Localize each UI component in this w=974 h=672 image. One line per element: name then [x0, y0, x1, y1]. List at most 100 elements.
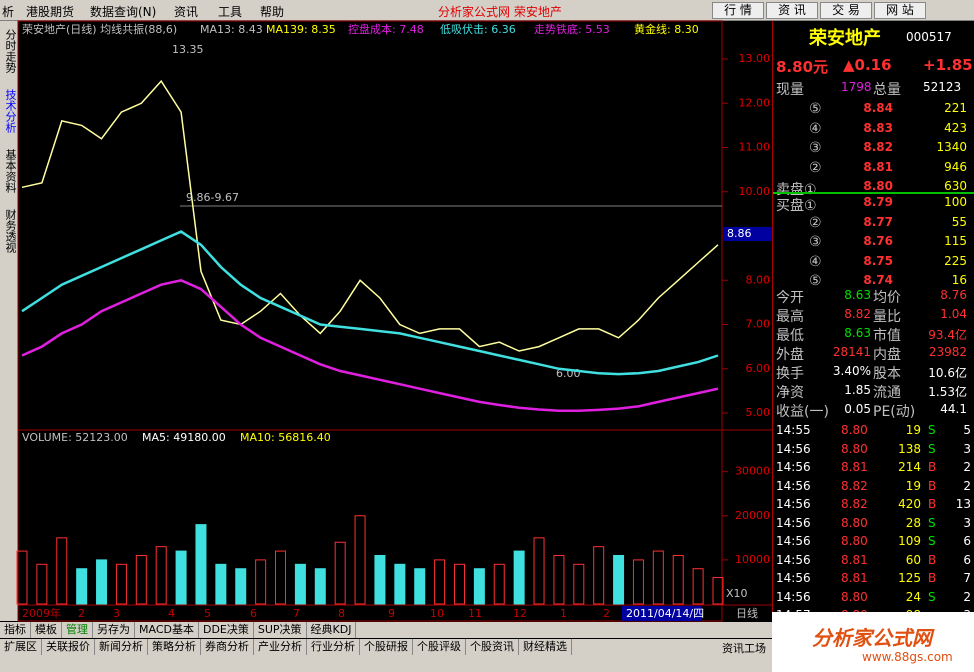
volume-bar: [155, 546, 167, 605]
stat-label: 市值: [873, 328, 901, 344]
value: 1798: [841, 80, 872, 94]
book-volume: 423: [944, 120, 967, 135]
stat-label: 均价: [873, 290, 901, 306]
footer-right: 资讯工场: [722, 640, 766, 656]
tab[interactable]: 新闻分析: [95, 639, 148, 655]
tab[interactable]: 个股评级: [413, 639, 466, 655]
annotation: 9.86-9.67: [186, 191, 239, 204]
book-price: 8.76: [863, 234, 893, 248]
side-tab[interactable]: 分时走势: [4, 29, 17, 73]
tab[interactable]: 个股研报: [360, 639, 413, 655]
book-price: 8.75: [863, 253, 893, 268]
tab[interactable]: 另存为: [93, 622, 135, 638]
trade-cell: 14:56: [776, 497, 811, 511]
y-tick-label: 13.00: [739, 52, 771, 65]
menu-button[interactable]: 网 站: [874, 2, 926, 19]
trade-cell: 8.80: [841, 441, 868, 456]
tab[interactable]: 个股资讯: [466, 639, 519, 655]
trade-cell: 7: [963, 571, 971, 585]
x-tick-label: 1: [560, 607, 567, 620]
x-tick-label: 2011/04/14/四: [626, 607, 704, 620]
tab[interactable]: 模板: [31, 622, 62, 638]
book-volume: 16: [951, 273, 967, 287]
trade-cell: 8.81: [841, 460, 868, 474]
tab[interactable]: SUP决策: [254, 622, 307, 638]
trade-cell: 28: [905, 515, 921, 530]
chart: 荣安地产(日线) 均线共振(88,6) MA13: 8.43 MA139: 8.35…: [16, 20, 772, 622]
menu-button[interactable]: 行 情: [712, 2, 764, 19]
y-tick-label: 5.00: [746, 406, 771, 419]
x-tick-label: 2: [78, 607, 85, 620]
trade-cell: 6: [963, 552, 971, 567]
stock-name: 荣安地产: [809, 28, 881, 49]
book-label: ④: [809, 120, 822, 137]
volume-bar: [36, 563, 48, 605]
trade-cell: 60: [905, 552, 921, 567]
trade-cell: 8.80: [841, 589, 868, 604]
tab[interactable]: DDE决策: [199, 622, 254, 638]
stat-value: 23982: [928, 345, 967, 359]
tab[interactable]: 策略分析: [148, 639, 201, 655]
series-line: [21, 278, 719, 413]
trade-cell: 8.80: [841, 515, 868, 530]
stat-label: 今开: [776, 290, 804, 306]
trade-cell: 2: [963, 460, 971, 474]
tab[interactable]: 行业分析: [307, 639, 360, 655]
x-tick-label: 8: [338, 607, 345, 620]
volume-bar: [613, 554, 625, 605]
tab[interactable]: 产业分析: [254, 639, 307, 655]
book-label: ③: [809, 234, 822, 250]
trade-cell: 14:56: [776, 552, 811, 567]
stat-value: 1.04: [940, 307, 967, 321]
trade-cell: S: [928, 534, 936, 548]
volume-bar: [632, 559, 644, 605]
indicator: 走势铁底: 5.53: [534, 22, 610, 36]
stat-value: 93.4亿: [928, 328, 967, 342]
menu-button[interactable]: 交 易: [820, 2, 872, 19]
volume-bar: [354, 515, 366, 605]
volume-bar: [115, 563, 127, 605]
book-label: ④: [809, 253, 822, 270]
side-tab[interactable]: 技术分析: [4, 89, 17, 133]
trade-cell: 8.82: [841, 497, 868, 511]
stat-value: 0.05: [844, 402, 871, 416]
tab[interactable]: 财经精选: [519, 639, 572, 655]
stat-label: 最高: [776, 309, 804, 325]
label: 总量: [873, 82, 901, 98]
book-price: 8.77: [863, 214, 893, 229]
tab[interactable]: 券商分析: [201, 639, 254, 655]
trade-cell: 14:55: [776, 423, 811, 437]
menu-button[interactable]: 资 讯: [766, 2, 818, 19]
tab[interactable]: 经典KDJ: [307, 622, 357, 638]
volume-bar: [374, 554, 386, 605]
book-volume: 55: [951, 214, 967, 229]
trade-cell: S: [928, 589, 936, 604]
side-tabs: 分时走势技术分析基本资料财务透视: [0, 21, 18, 621]
book-label: ②: [809, 214, 822, 231]
side-tab[interactable]: 财务透视: [4, 209, 17, 253]
volume-bar: [672, 554, 684, 605]
stat-value: 8.76: [940, 288, 967, 302]
trade-cell: 13: [955, 497, 971, 511]
trade-cell: 8.80: [841, 423, 868, 437]
stat-value: 3.40%: [832, 364, 871, 378]
side-tab[interactable]: 基本资料: [4, 149, 17, 193]
stat-label: 量比: [873, 309, 901, 325]
tab[interactable]: 关联报价: [42, 639, 95, 655]
volume-bar: [513, 550, 525, 605]
volume-bar: [175, 550, 187, 605]
series-line: [21, 79, 719, 352]
tab[interactable]: 扩展区: [0, 639, 42, 655]
book-label: ⑤: [809, 101, 822, 117]
trade-cell: 14:56: [776, 441, 811, 456]
trade-cell: 8.81: [841, 571, 868, 585]
tab[interactable]: 管理: [62, 622, 93, 638]
volume-bar: [712, 577, 724, 605]
tab[interactable]: 指标: [0, 622, 31, 638]
book-label: ⑤: [809, 273, 822, 289]
frame: [17, 20, 723, 622]
tab[interactable]: MACD基本: [135, 622, 199, 638]
volume-bar: [275, 550, 287, 605]
volume-bar: [235, 568, 247, 605]
label: 现量: [776, 82, 804, 98]
